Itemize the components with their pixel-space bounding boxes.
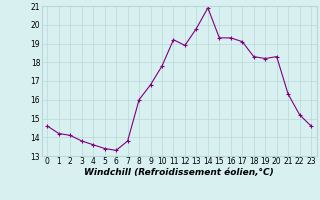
X-axis label: Windchill (Refroidissement éolien,°C): Windchill (Refroidissement éolien,°C) [84, 168, 274, 177]
